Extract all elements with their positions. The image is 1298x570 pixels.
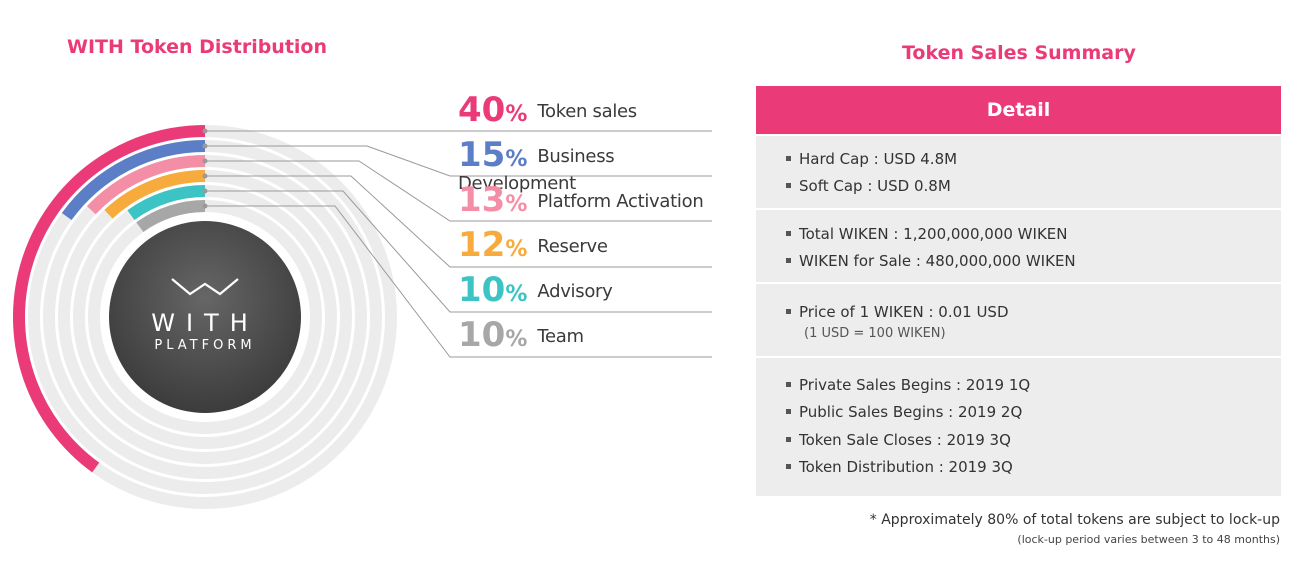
bullet-icon: [786, 183, 791, 188]
legend-percent: 12: [458, 225, 506, 265]
legend-percent-sign: %: [505, 147, 528, 172]
summary-section-cap: [756, 136, 1281, 208]
price-note: (1 USD = 100 WIKEN): [804, 326, 946, 341]
summary-item: Hard Cap : USD 4.8M: [786, 150, 957, 168]
summary-item: Private Sales Begins : 2019 1Q: [786, 376, 1030, 394]
bullet-icon: [786, 156, 791, 161]
legend-percent-sign: %: [505, 192, 528, 217]
legend-percent-sign: %: [505, 102, 528, 127]
summary-item: WIKEN for Sale : 480,000,000 WIKEN: [786, 252, 1076, 270]
legend-label: Team: [537, 326, 584, 347]
bullet-icon: [786, 258, 791, 263]
bullet-icon: [786, 409, 791, 414]
legend-percent-sign: %: [505, 327, 528, 352]
legend-item: 10% Advisory: [458, 273, 718, 307]
legend-percent: 10: [458, 315, 506, 355]
legend-label: Business Development: [458, 146, 615, 194]
legend-item: 13% Platform Activation: [458, 183, 718, 217]
logo-with: WITH: [151, 309, 259, 337]
leader-line: [205, 190, 712, 313]
summary-section-price: [756, 284, 1281, 356]
ring-arc-business-development: [61, 140, 206, 221]
summary-item: Soft Cap : USD 0.8M: [786, 177, 951, 195]
logo-mark-icon: [171, 278, 239, 296]
lockup-footnote-sub: (lock-up period varies between 3 to 48 m…: [1017, 533, 1280, 546]
bullet-icon: [786, 437, 791, 442]
legend-percent-sign: %: [505, 282, 528, 307]
summary-item: Public Sales Begins : 2019 2Q: [786, 403, 1022, 421]
summary-item: Token Distribution : 2019 3Q: [786, 458, 1013, 476]
leader-line: [205, 175, 712, 268]
logo-platform: PLATFORM: [154, 338, 256, 353]
bullet-icon: [786, 231, 791, 236]
summary-item: Price of 1 WIKEN : 0.01 USD: [786, 303, 1009, 321]
distribution-chart: [13, 125, 712, 509]
ring-arc-team: [136, 200, 206, 233]
ring-arc-advisory: [127, 185, 206, 221]
legend-label: Token sales: [537, 101, 637, 122]
ring-arc-token-sales: [13, 125, 206, 473]
legend-item: 15% Business Development: [458, 135, 718, 194]
ring-arc-platform-activation: [86, 155, 206, 215]
legend-percent: 40: [458, 90, 506, 130]
legend-label: Platform Activation: [537, 191, 704, 212]
summary-section-supply: [756, 210, 1281, 282]
summary-item: Token Sale Closes : 2019 3Q: [786, 431, 1011, 449]
leader-line: [205, 160, 712, 222]
legend-item: 40% Token sales: [458, 93, 718, 127]
leader-line: [205, 145, 712, 177]
distribution-title: WITH Token Distribution: [67, 36, 328, 58]
summary-item: Total WIKEN : 1,200,000,000 WIKEN: [786, 225, 1067, 243]
ring-arc-reserve: [104, 170, 206, 219]
legend-percent: 13: [458, 180, 506, 220]
legend-percent: 15: [458, 135, 506, 175]
lockup-footnote: * Approximately 80% of total tokens are …: [869, 512, 1280, 528]
summary-title: Token Sales Summary: [902, 42, 1136, 64]
detail-header: Detail: [756, 86, 1281, 134]
legend-item: 12% Reserve: [458, 228, 718, 262]
legend-percent-sign: %: [505, 237, 528, 262]
bullet-icon: [786, 309, 791, 314]
bullet-icon: [786, 382, 791, 387]
legend-item: 10% Team: [458, 318, 718, 352]
summary-section-schedule: [756, 358, 1281, 496]
bullet-icon: [786, 464, 791, 469]
logo-disc: [109, 221, 301, 413]
legend-label: Reserve: [537, 236, 608, 257]
legend-label: Advisory: [537, 281, 613, 302]
legend-percent: 10: [458, 270, 506, 310]
leader-line: [205, 205, 712, 358]
